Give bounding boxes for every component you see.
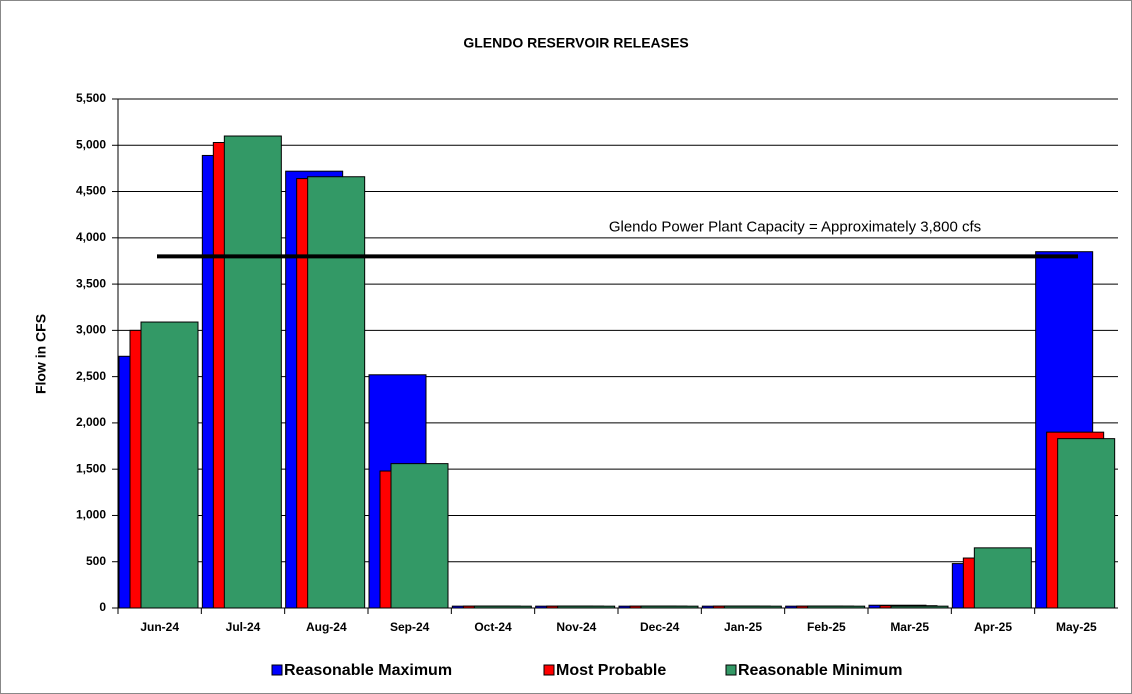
bar <box>723 605 782 609</box>
bar <box>557 605 616 609</box>
x-tick-label: Aug-24 <box>306 620 347 634</box>
y-tick-label: 500 <box>86 554 106 568</box>
bar <box>973 547 1032 609</box>
bar <box>807 605 866 609</box>
x-tick-label: Jan-25 <box>724 620 762 634</box>
x-tick-label: Oct-24 <box>474 620 512 634</box>
bar <box>890 605 949 609</box>
legend-label: Most Probable <box>556 662 666 679</box>
x-tick-label: Dec-24 <box>640 620 680 634</box>
chart-title: GLENDO RESERVOIR RELEASES <box>463 35 688 51</box>
bar <box>1057 438 1116 609</box>
y-tick-label: 3,500 <box>76 276 106 290</box>
legend-swatch <box>725 664 737 676</box>
bar <box>390 463 449 609</box>
legend-swatch <box>271 664 283 676</box>
x-tick-label: Feb-25 <box>807 620 846 634</box>
x-tick-label: Jun-24 <box>140 620 179 634</box>
y-tick-label: 4,000 <box>76 230 106 244</box>
y-tick-label: 5,500 <box>76 91 106 105</box>
legend-label: Reasonable Minimum <box>738 662 902 679</box>
y-tick-label: 1,000 <box>76 508 106 522</box>
bar <box>223 135 282 609</box>
legend-swatch <box>543 664 555 676</box>
y-tick-label: 2,500 <box>76 369 106 383</box>
bar <box>473 605 532 609</box>
y-tick-label: 2,000 <box>76 415 106 429</box>
y-tick-label: 5,000 <box>76 137 106 151</box>
bar <box>140 321 199 609</box>
y-tick-label: 4,500 <box>76 184 106 198</box>
bar <box>307 176 366 609</box>
x-tick-label: Jul-24 <box>226 620 261 634</box>
x-tick-label: Apr-25 <box>974 620 1012 634</box>
x-tick-label: Nov-24 <box>556 620 596 634</box>
legend-label: Reasonable Maximum <box>284 662 452 679</box>
annotation: Glendo Power Plant Capacity = Approximat… <box>609 218 981 235</box>
bar <box>640 605 699 609</box>
x-tick-label: Mar-25 <box>890 620 929 634</box>
y-axis-label: Flow in CFS <box>33 314 49 394</box>
y-tick-label: 0 <box>99 600 106 614</box>
x-tick-label: May-25 <box>1056 620 1097 634</box>
y-tick-label: 1,500 <box>76 461 106 475</box>
x-tick-label: Sep-24 <box>390 620 430 634</box>
y-tick-label: 3,000 <box>76 323 106 337</box>
